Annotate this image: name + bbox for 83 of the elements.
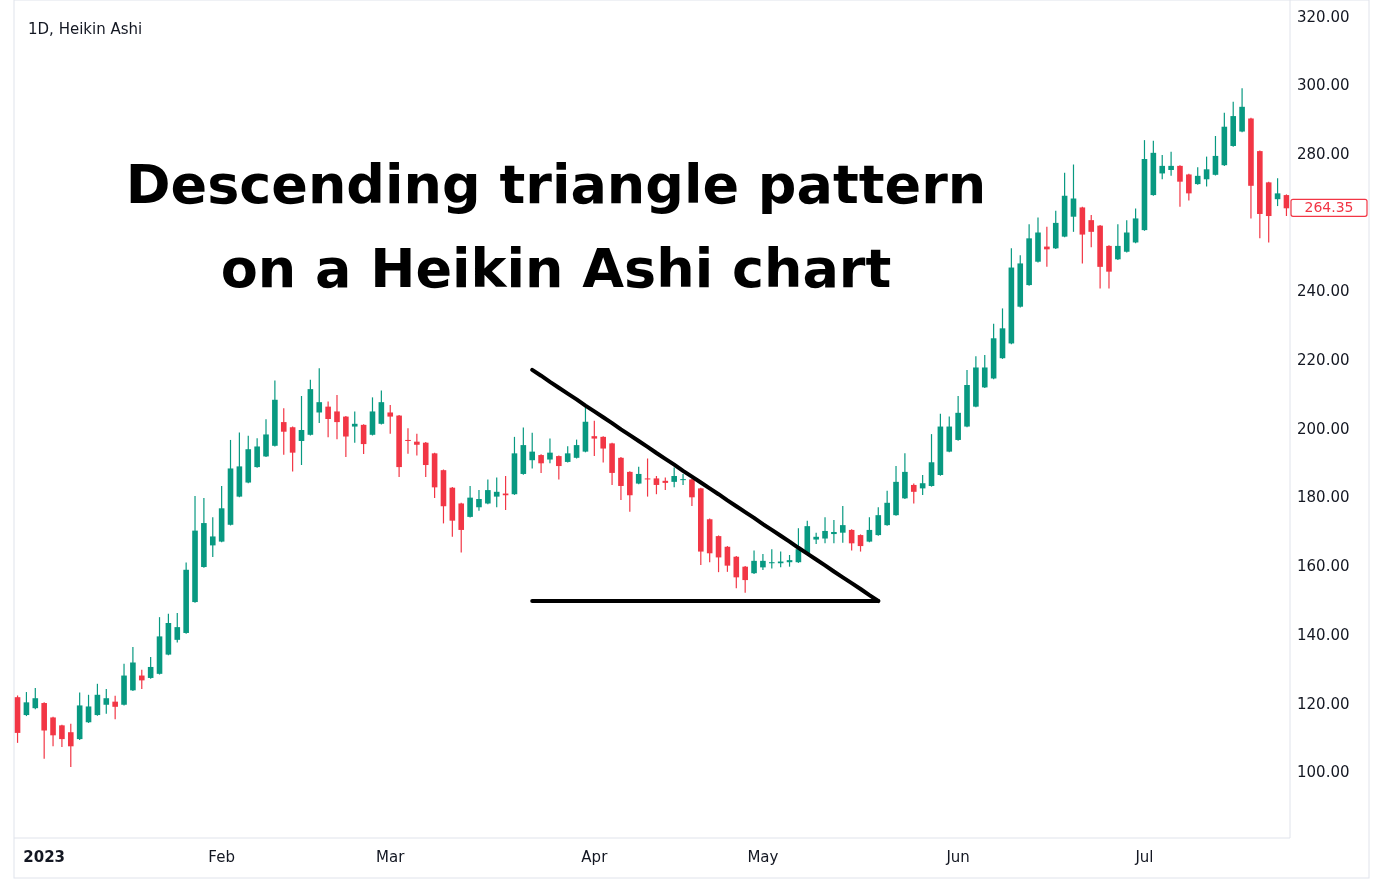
text: Descending triangle pattern on a Heikin Ashi chart	[125, 153, 987, 300]
x-tick-label: Feb	[208, 848, 235, 866]
candlestick	[724, 545, 731, 573]
candlestick	[414, 433, 420, 456]
candlestick	[1186, 173, 1192, 202]
y-tick-label: 240.00	[1297, 282, 1350, 301]
candlestick	[653, 475, 660, 495]
candlestick	[910, 482, 917, 505]
x-tick-label: Jul	[1134, 848, 1154, 866]
candlestick	[369, 396, 376, 437]
y-tick-label: 120.00	[1297, 694, 1350, 713]
candlestick	[1123, 219, 1130, 254]
candlestick	[1274, 177, 1281, 207]
candlestick	[742, 565, 748, 594]
candlestick	[884, 490, 890, 527]
text: 1D, Heikin Ashi	[28, 20, 143, 38]
candlestick	[1159, 154, 1166, 180]
candlestick	[476, 489, 482, 512]
candlestick	[538, 453, 544, 474]
x-tick-label: Apr	[581, 848, 609, 866]
y-tick-label: 180.00	[1297, 488, 1350, 507]
candlestick	[32, 687, 39, 710]
candlestick	[67, 723, 74, 768]
candlestick	[751, 549, 757, 575]
candlestick	[325, 400, 331, 438]
y-tick-label: 220.00	[1297, 351, 1350, 370]
candlestick	[591, 420, 598, 457]
candlestick	[1115, 223, 1121, 261]
candlestick	[981, 354, 988, 389]
candlestick	[343, 415, 349, 458]
candlestick	[733, 555, 740, 589]
candlestick	[928, 433, 935, 488]
candlestick	[23, 691, 30, 717]
candlestick	[768, 548, 775, 569]
candlestick	[760, 553, 766, 571]
x-tick-label: 2023	[23, 848, 66, 866]
candlestick	[822, 516, 828, 544]
candlestick	[485, 478, 491, 505]
candlestick	[50, 716, 56, 747]
y-tick-label: 140.00	[1297, 625, 1350, 644]
candlestick	[875, 506, 882, 537]
candlestick	[254, 437, 260, 469]
candlestick	[263, 418, 269, 458]
x-tick-label: Jun	[945, 848, 970, 866]
y-tick-label: 300.00	[1297, 76, 1350, 95]
candlestick	[1177, 164, 1183, 208]
candlestick	[467, 485, 473, 519]
candlestick	[839, 505, 846, 544]
candlestick	[174, 612, 181, 644]
candlestick	[103, 688, 110, 715]
candlestick	[316, 367, 323, 424]
text: 264.35	[1304, 199, 1354, 216]
y-tick-label: 320.00	[1297, 7, 1350, 26]
candlestick	[866, 516, 873, 543]
candlestick	[831, 519, 837, 544]
candlestick	[378, 389, 385, 426]
candlestick	[85, 694, 92, 724]
candlestick	[387, 404, 394, 435]
y-tick-label: 160.00	[1297, 557, 1350, 576]
candlestick	[600, 435, 606, 464]
candlestick	[547, 437, 553, 464]
candlestick	[422, 441, 429, 478]
candlestick	[556, 454, 562, 481]
candlestick	[112, 695, 118, 720]
candlestick	[280, 407, 287, 456]
candlestick	[1168, 151, 1174, 177]
candlestick	[405, 427, 411, 455]
candlestick	[209, 516, 216, 558]
candlestick	[351, 410, 358, 444]
y-tick-label: 100.00	[1297, 763, 1350, 782]
candlestick	[493, 476, 500, 508]
y-tick-label: 280.00	[1297, 145, 1350, 164]
candlestick	[680, 473, 686, 486]
x-tick-label: Mar	[376, 848, 406, 866]
candlestick	[627, 470, 633, 513]
candlestick	[1212, 135, 1219, 177]
candlestick	[1088, 214, 1095, 248]
candlestick	[689, 478, 695, 507]
x-tick-label: May	[747, 848, 779, 866]
candlestick	[529, 432, 536, 470]
candlestick	[671, 466, 677, 488]
candlestick	[334, 394, 340, 440]
y-tick-label: 200.00	[1297, 419, 1350, 438]
